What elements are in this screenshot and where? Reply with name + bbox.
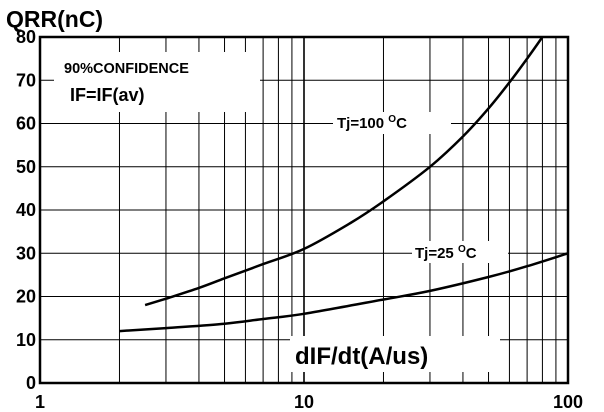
y-tick-label: 80 (16, 27, 36, 47)
tick-labels: 0 10 20 30 40 50 60 70 80 1 10 100 (16, 27, 583, 412)
series-label-tj25-sup: O (458, 244, 466, 255)
series-label-tj100: Tj=100 OC (337, 114, 407, 132)
series-label-bg-100 (333, 112, 451, 134)
y-tick-label: 20 (16, 287, 36, 307)
series-label-tj100-unit: C (396, 115, 407, 132)
y-tick-label: 30 (16, 243, 36, 263)
x-tick-label: 1 (35, 392, 45, 412)
annotation-if: IF=IF(av) (70, 85, 145, 105)
x-tick-label: 100 (553, 392, 583, 412)
plot-frame (38, 35, 570, 385)
x-axis-title: dIF/dt(A/us) (295, 343, 428, 370)
y-tick-label: 40 (16, 200, 36, 220)
x-axis-title-bg (290, 336, 500, 372)
series-label-tj25-main: Tj=25 (415, 245, 458, 262)
curve-tj-25c (119, 252, 569, 333)
series-label-tj25: Tj=25 OC (415, 244, 477, 262)
series-label-tj100-main: Tj=100 (337, 115, 388, 132)
series-label-bg-25 (412, 241, 508, 263)
y-axis-title: QRR(nC) (6, 6, 103, 32)
x-tick-label: 10 (294, 392, 314, 412)
series-label-tj25-unit: C (466, 245, 477, 262)
series-label-tj100-sup: O (388, 114, 396, 125)
curve-tj-100c (144, 36, 544, 307)
y-tick-label: 0 (26, 373, 36, 393)
y-tick-label: 60 (16, 114, 36, 134)
curves (119, 36, 569, 333)
y-tick-label: 70 (16, 70, 36, 90)
y-tick-label: 10 (16, 330, 36, 350)
annotation-box (54, 52, 260, 112)
y-tick-label: 50 (16, 157, 36, 177)
annotation-confidence: 90%CONFIDENCE (64, 61, 189, 77)
